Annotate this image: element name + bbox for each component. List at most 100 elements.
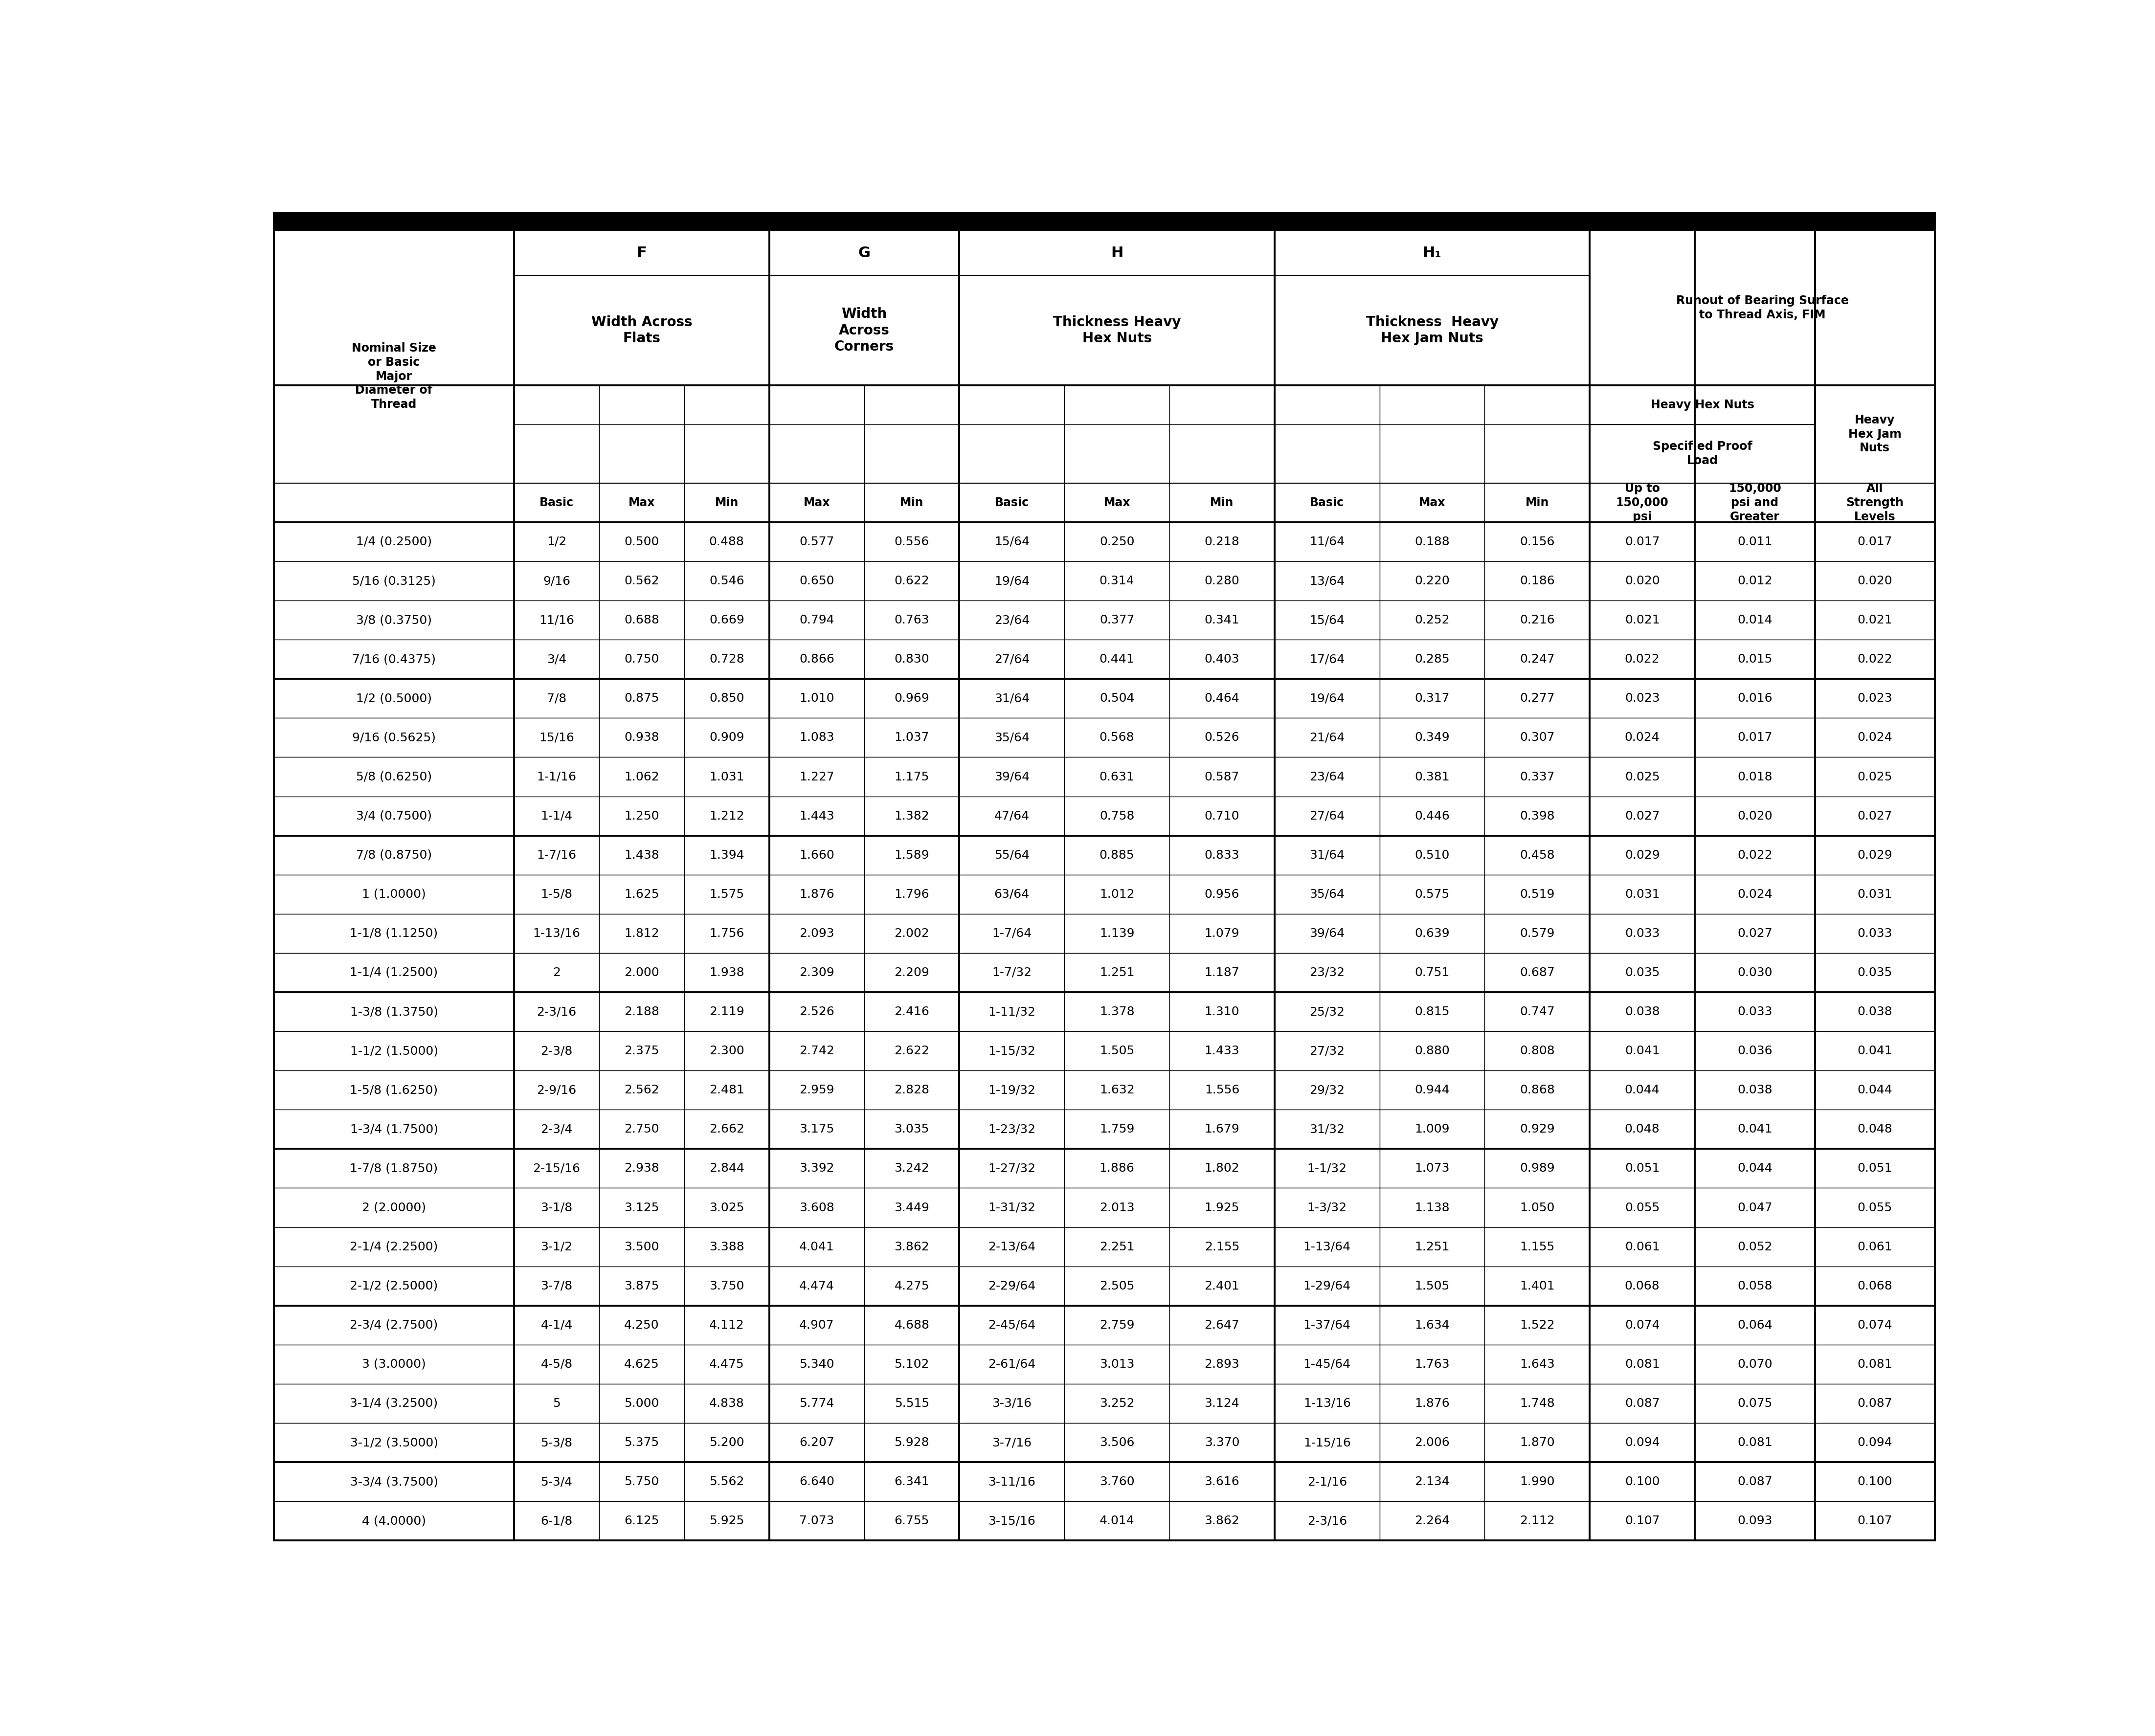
Text: 2.828: 2.828 [894,1085,929,1095]
Text: Min: Min [1526,496,1549,509]
Bar [1815,1187,1935,1227]
Text: 0.247: 0.247 [1519,653,1554,665]
Bar [515,679,599,719]
Bar [274,679,515,719]
Text: 5.200: 5.200 [709,1437,743,1448]
Text: 2-3/8: 2-3/8 [541,1045,573,1057]
Text: 31/32: 31/32 [1310,1123,1345,1135]
Text: 1.378: 1.378 [1099,1005,1134,1017]
Text: 0.220: 0.220 [1414,575,1450,587]
Text: 1.382: 1.382 [894,811,929,821]
Bar [1065,1187,1170,1227]
Text: 0.094: 0.094 [1625,1437,1659,1448]
Text: 0.033: 0.033 [1858,927,1892,939]
Bar [1694,1424,1815,1462]
Text: 2.401: 2.401 [1205,1279,1239,1292]
Text: 3 (3.0000): 3 (3.0000) [362,1358,427,1370]
Text: 1-19/32: 1-19/32 [989,1085,1037,1095]
Bar [1065,1424,1170,1462]
Bar [1590,679,1694,719]
Bar [769,835,864,875]
Bar [1379,953,1485,993]
Bar [864,1462,959,1502]
Bar [1170,1071,1274,1109]
Bar [1590,913,1694,953]
Text: 2.622: 2.622 [894,1045,929,1057]
Text: 2-45/64: 2-45/64 [989,1319,1037,1332]
Text: 0.317: 0.317 [1414,693,1450,705]
Bar [1590,1109,1694,1149]
Bar [1379,1149,1485,1187]
Bar [1379,1071,1485,1109]
Bar [1694,1345,1815,1384]
Bar [1694,679,1815,719]
Bar [1590,561,1694,601]
Text: 3.175: 3.175 [800,1123,834,1135]
Bar [1590,1502,1694,1540]
Text: Basic: Basic [996,496,1030,509]
Bar [683,1071,769,1109]
Text: 1.009: 1.009 [1414,1123,1450,1135]
Bar [1065,1462,1170,1502]
Bar [864,1345,959,1384]
Text: 0.575: 0.575 [1414,889,1450,901]
Text: 1.083: 1.083 [800,733,834,743]
Text: 1.433: 1.433 [1205,1045,1239,1057]
Bar [515,641,599,679]
Bar [959,835,1065,875]
Bar [1694,913,1815,953]
Text: 0.710: 0.710 [1205,811,1239,821]
Bar [1170,797,1274,835]
Text: 3.616: 3.616 [1205,1476,1239,1488]
Text: 3-1/2 (3.5000): 3-1/2 (3.5000) [349,1437,437,1448]
Bar [1590,835,1694,875]
Bar [769,1109,864,1149]
Bar [515,1424,599,1462]
Bar [1065,1266,1170,1305]
Text: 1-1/2 (1.5000): 1-1/2 (1.5000) [349,1045,437,1057]
Text: 0.100: 0.100 [1625,1476,1659,1488]
Bar [599,523,683,561]
Bar [1379,913,1485,953]
Bar [599,1305,683,1345]
Bar [1815,757,1935,797]
Text: 0.027: 0.027 [1737,927,1771,939]
Text: 2.093: 2.093 [800,927,834,939]
Text: 9/16: 9/16 [543,575,571,587]
Bar [683,1424,769,1462]
Bar [1694,523,1815,561]
Bar [864,1502,959,1540]
Text: Min: Min [1211,496,1235,509]
Text: Runout of Bearing Surface
to Thread Axis, FIM: Runout of Bearing Surface to Thread Axis… [1677,295,1849,321]
Text: 35/64: 35/64 [993,733,1030,743]
Bar [769,1149,864,1187]
Text: 1.556: 1.556 [1205,1085,1239,1095]
Bar [959,523,1065,561]
Bar [683,601,769,641]
Text: 1-27/32: 1-27/32 [989,1163,1037,1174]
Bar [1170,1227,1274,1266]
Text: 2.844: 2.844 [709,1163,743,1174]
Text: 1.759: 1.759 [1099,1123,1134,1135]
Text: 0.020: 0.020 [1737,811,1771,821]
Bar [1590,424,1815,483]
Text: 1-11/32: 1-11/32 [989,1005,1037,1017]
Bar [1065,797,1170,835]
Text: 0.880: 0.880 [1414,1045,1450,1057]
Bar [683,1384,769,1424]
Text: 0.622: 0.622 [894,575,929,587]
Bar [1274,913,1379,953]
Text: 0.051: 0.051 [1858,1163,1892,1174]
Bar [769,276,959,385]
Bar [769,1266,864,1305]
Bar [1485,1305,1590,1345]
Text: 23/64: 23/64 [1310,771,1345,783]
Bar [1590,1462,1694,1502]
Text: 0.015: 0.015 [1737,653,1771,665]
Bar [1379,1384,1485,1424]
Bar [1065,483,1170,523]
Text: 0.546: 0.546 [709,575,743,587]
Bar [274,757,515,797]
Bar [599,757,683,797]
Text: All
Strength
Levels: All Strength Levels [1847,483,1903,523]
